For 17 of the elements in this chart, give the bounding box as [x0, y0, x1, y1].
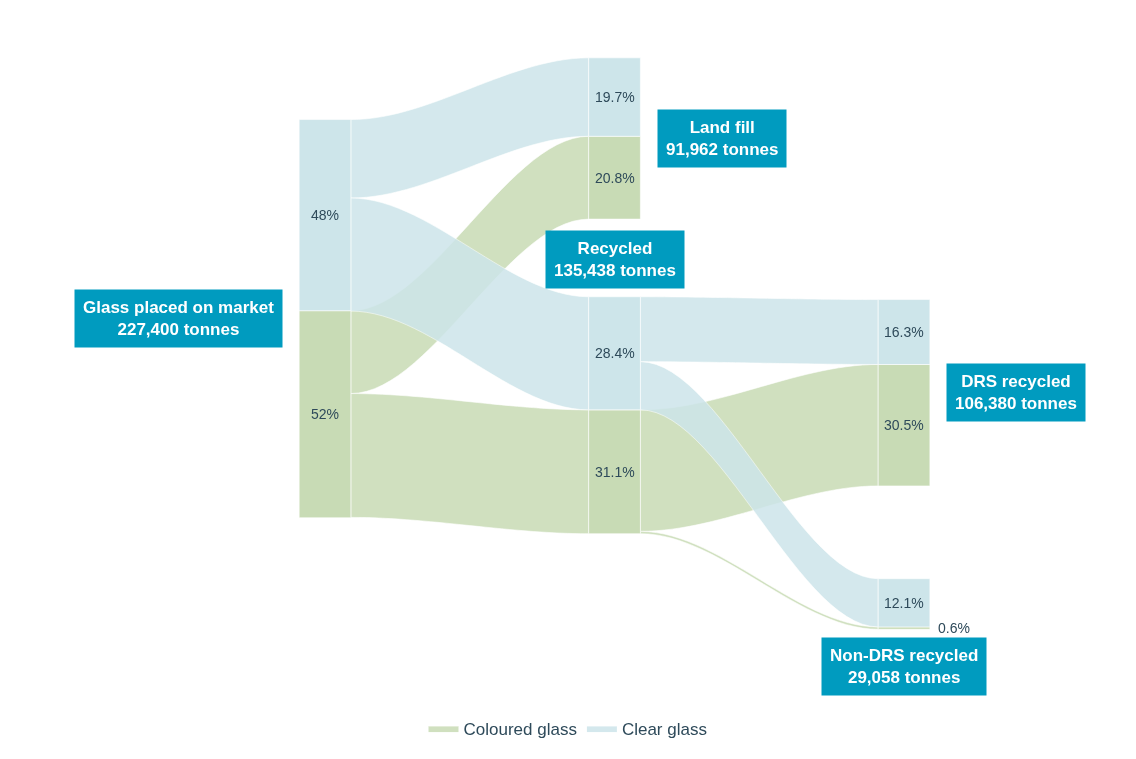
category-label: Recycled 135,438 tonnes: [554, 239, 676, 281]
data-label: 16.3%: [884, 324, 924, 340]
legend-label: Clear glass: [621, 719, 707, 739]
category-label: Non-DRS recycled 29,058 tonnes: [830, 646, 979, 688]
data-label: 12.1%: [884, 595, 924, 611]
data-label: 28.4%: [595, 345, 635, 361]
data-label: 48%: [311, 207, 340, 223]
data-label: 31.1%: [595, 464, 635, 480]
data-label: 19.7%: [595, 89, 635, 105]
data-label: 0.6%: [938, 620, 970, 636]
category-label: Glass placed on market 227,400 tonnes: [83, 298, 275, 340]
data-label: 52%: [311, 406, 340, 422]
category-label: Land fill 91,962 tonnes: [666, 118, 779, 160]
category-label: DRS recycled 106,380 tonnes: [955, 372, 1077, 414]
legend-label: Coloured glass: [463, 719, 577, 739]
data-label: 30.5%: [884, 417, 924, 433]
data-label: 20.8%: [595, 170, 635, 186]
